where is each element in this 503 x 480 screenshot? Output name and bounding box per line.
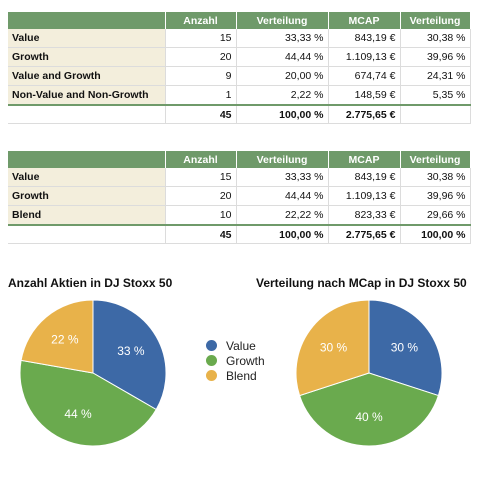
table-cell: 33,33 %	[236, 29, 329, 48]
legend-swatch	[206, 355, 217, 366]
table-style-count: Anzahl Verteilung MCAP Verteilung Value …	[8, 12, 471, 124]
pie-slice-value	[368, 299, 443, 397]
pie-slice-blend	[295, 299, 370, 397]
legend-item-growth: Growth	[206, 353, 265, 368]
header-cell: Verteilung	[236, 151, 329, 168]
table-cell: 5,35 %	[400, 85, 471, 106]
legend-swatch	[206, 340, 217, 351]
header-cell: Verteilung	[236, 12, 329, 29]
table-cell: 45	[165, 224, 237, 244]
legend-item-blend: Blend	[206, 368, 265, 383]
table-cell: 22,22 %	[236, 205, 329, 226]
row-label: Value	[8, 29, 166, 48]
pie-data-label: 44 %	[64, 407, 92, 421]
row-label: Growth	[8, 186, 166, 206]
table-cell: 33,33 %	[236, 168, 329, 187]
table-row: Growth 20 44,44 % 1.109,13 € 39,96 %	[8, 47, 471, 67]
table-cell: 1.109,13 €	[328, 47, 401, 67]
pie-slice-value	[92, 299, 167, 411]
table-cell: 45	[165, 104, 237, 124]
table-cell: 100,00 %	[236, 224, 329, 244]
table-cell: 15	[165, 168, 237, 187]
pie-chart-mcap: 30 % 40 % 30 %	[295, 299, 443, 447]
table-cell: 100,00 %	[400, 224, 471, 244]
table-header-row: Anzahl Verteilung MCAP Verteilung	[8, 12, 471, 29]
header-cell: Anzahl	[165, 151, 237, 168]
table-cell: 823,33 €	[328, 205, 401, 226]
header-cell	[8, 151, 166, 168]
table-row: Value 15 33,33 % 843,19 € 30,38 %	[8, 29, 471, 48]
chart-legend: Value Growth Blend	[206, 338, 265, 383]
table-header-row: Anzahl Verteilung MCAP Verteilung	[8, 151, 471, 168]
table-style-blend: Anzahl Verteilung MCAP Verteilung Value …	[8, 151, 471, 244]
pie-slice-blend	[20, 299, 94, 374]
table-row: Growth 20 44,44 % 1.109,13 € 39,96 %	[8, 186, 471, 206]
table-total-row: 45 100,00 % 2.775,65 €	[8, 104, 471, 124]
table-cell: 20,00 %	[236, 66, 329, 86]
table-cell: 15	[165, 29, 237, 48]
chart-title-mcap: Verteilung nach MCap in DJ Stoxx 50	[256, 276, 467, 290]
table-cell: 24,31 %	[400, 66, 471, 86]
table-cell: 843,19 €	[328, 168, 401, 187]
table-cell: 20	[165, 47, 237, 67]
header-cell: Verteilung	[400, 151, 471, 168]
legend-swatch	[206, 370, 217, 381]
legend-label: Blend	[226, 368, 257, 383]
row-label: Value	[8, 168, 166, 187]
pie-chart-count: 33 % 44 % 22 %	[19, 299, 167, 447]
table-row: Value and Growth 9 20,00 % 674,74 € 24,3…	[8, 66, 471, 86]
row-label: Blend	[8, 205, 166, 226]
pie-data-label: 22 %	[51, 332, 79, 346]
pie-data-label: 30 %	[391, 340, 419, 354]
pie-data-label: 33 %	[117, 344, 145, 358]
legend-label: Growth	[226, 353, 265, 368]
row-label: Value and Growth	[8, 66, 166, 86]
table-cell: 44,44 %	[236, 47, 329, 67]
row-label: Non-Value and Non-Growth	[8, 85, 166, 106]
table-cell: 39,96 %	[400, 186, 471, 206]
table-cell: 2.775,65 €	[328, 104, 401, 124]
pie-data-label: 30 %	[320, 340, 348, 354]
header-cell: MCAP	[328, 151, 401, 168]
table-cell: 30,38 %	[400, 168, 471, 187]
header-cell: Verteilung	[400, 12, 471, 29]
legend-item-value: Value	[206, 338, 265, 353]
table-cell: 1	[165, 85, 237, 106]
table-cell: 29,66 %	[400, 205, 471, 226]
table-row: Blend 10 22,22 % 823,33 € 29,66 %	[8, 205, 471, 226]
chart-title-count: Anzahl Aktien in DJ Stoxx 50	[8, 276, 173, 290]
pie-slice-growth	[298, 372, 440, 447]
table-row: Non-Value and Non-Growth 1 2,22 % 148,59…	[8, 85, 471, 106]
pie-slice-growth	[19, 359, 157, 447]
header-cell: MCAP	[328, 12, 401, 29]
table-cell: 20	[165, 186, 237, 206]
table-cell	[400, 104, 471, 124]
header-cell: Anzahl	[165, 12, 237, 29]
table-cell: 39,96 %	[400, 47, 471, 67]
table-cell: 100,00 %	[236, 104, 329, 124]
table-cell: 10	[165, 205, 237, 226]
pie-data-label: 40 %	[355, 410, 383, 424]
table-cell: 2.775,65 €	[328, 224, 401, 244]
table-cell: 674,74 €	[328, 66, 401, 86]
table-cell: 44,44 %	[236, 186, 329, 206]
header-cell	[8, 12, 166, 29]
table-cell: 148,59 €	[328, 85, 401, 106]
row-label	[8, 104, 166, 124]
table-cell: 843,19 €	[328, 29, 401, 48]
table-row: Value 15 33,33 % 843,19 € 30,38 %	[8, 168, 471, 187]
table-cell: 30,38 %	[400, 29, 471, 48]
table-cell: 1.109,13 €	[328, 186, 401, 206]
row-label	[8, 224, 166, 244]
legend-label: Value	[226, 338, 256, 353]
table-total-row: 45 100,00 % 2.775,65 € 100,00 %	[8, 224, 471, 244]
table-cell: 2,22 %	[236, 85, 329, 106]
row-label: Growth	[8, 47, 166, 67]
table-cell: 9	[165, 66, 237, 86]
